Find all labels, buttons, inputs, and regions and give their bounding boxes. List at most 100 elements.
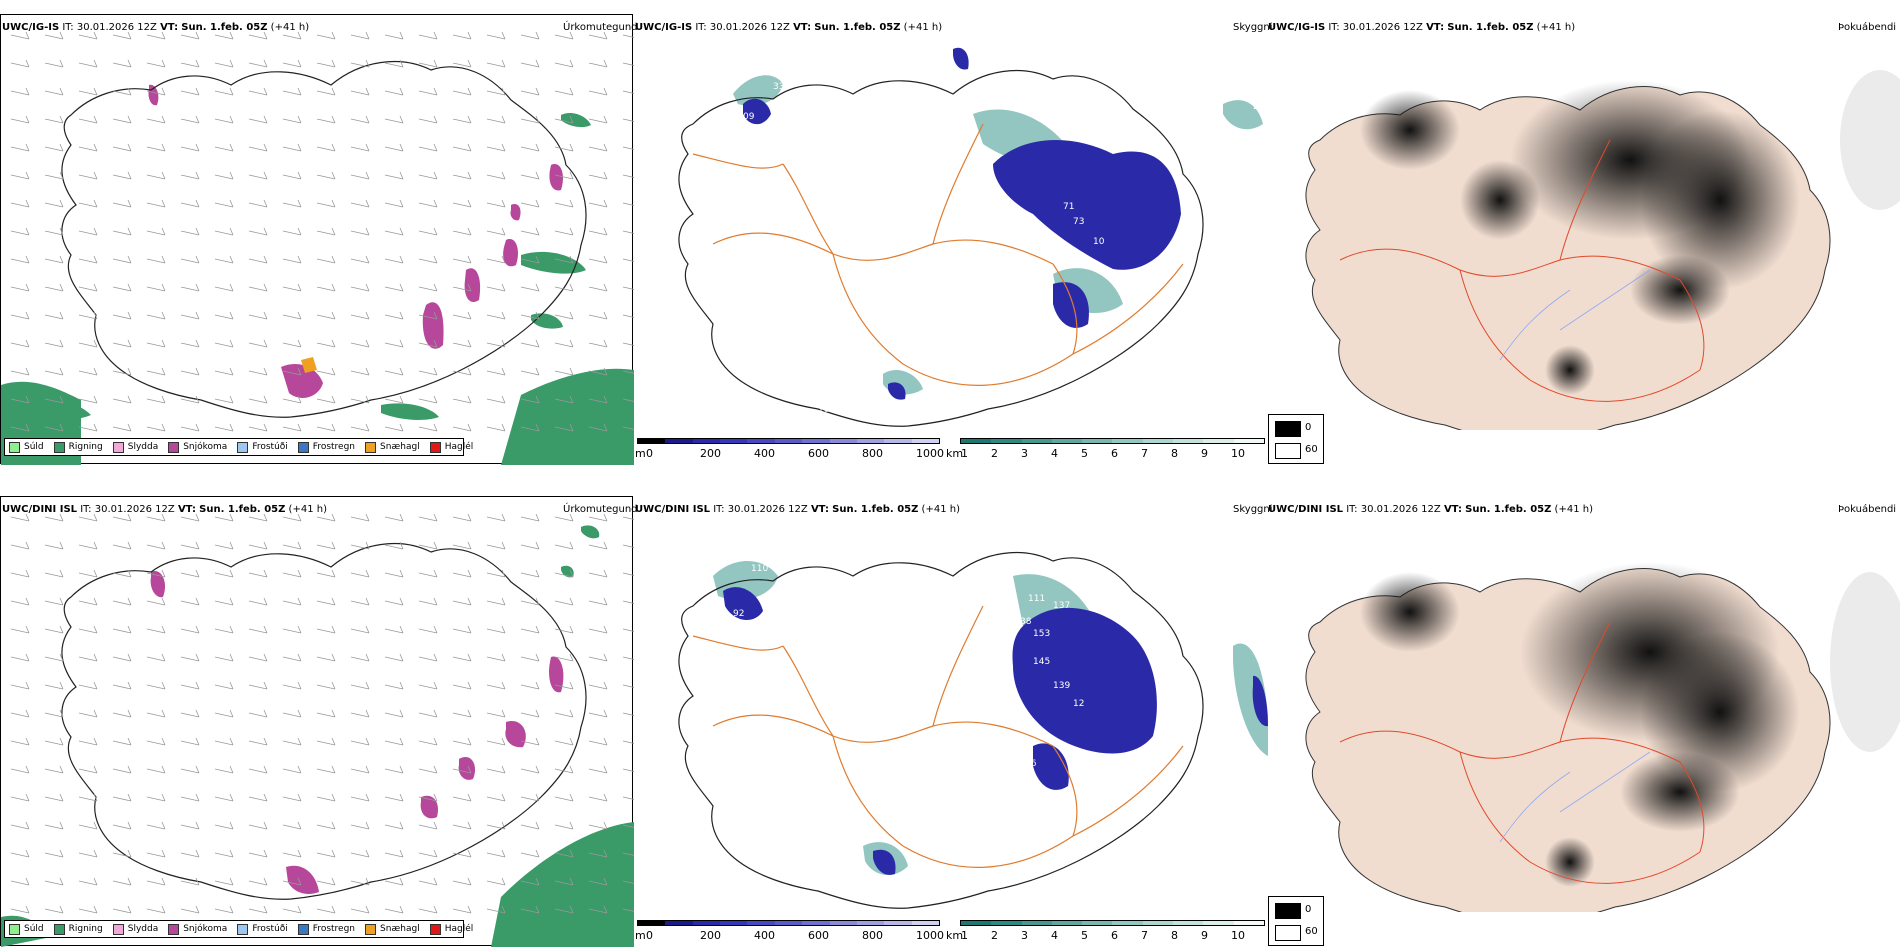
wind-barb <box>146 311 166 320</box>
wind-barb <box>350 681 370 690</box>
legend-swatch <box>429 923 441 935</box>
wind-barb <box>248 877 268 886</box>
wind-barb <box>418 31 438 40</box>
wind-barb <box>112 737 132 746</box>
wind-barb <box>146 737 166 746</box>
legend-label: Rigning <box>68 924 103 934</box>
wind-barb <box>214 681 234 690</box>
wind-barb <box>520 283 540 292</box>
wind-barb <box>282 283 302 292</box>
legend-item-snjókoma: Snjókoma <box>168 923 227 935</box>
wind-barb <box>78 625 98 634</box>
wind-barb <box>384 653 404 662</box>
legend-label: Frostregn <box>312 924 356 934</box>
blue-areas <box>743 47 1181 400</box>
cloud-header: UWC/IG-IS IT: 30.01.2026 12Z VT: Sun. 1.… <box>635 22 943 33</box>
cloud-value-label: 250 <box>1253 102 1268 112</box>
wind-barb <box>180 255 200 264</box>
legend-swatch <box>112 923 124 935</box>
legend-swatch <box>112 441 124 453</box>
wind-barb <box>350 849 370 858</box>
wind-barb <box>180 171 200 180</box>
wind-barb <box>146 283 166 292</box>
wind-barb <box>78 737 98 746</box>
legend-label: Rigning <box>68 442 103 452</box>
wind-barb <box>554 877 574 886</box>
wind-barb <box>180 199 200 208</box>
wind-barb <box>622 258 634 262</box>
legend-label: Súld <box>24 442 44 452</box>
wind-barb <box>112 765 132 774</box>
wind-barb <box>452 199 472 208</box>
wind-barb <box>622 398 634 402</box>
colorbar-tick: 1000 <box>916 929 944 942</box>
wind-barb <box>282 339 302 348</box>
wind-barb <box>622 908 634 912</box>
wind-barb <box>520 87 540 96</box>
wind-barb <box>44 709 64 718</box>
cloud-value-label: 102 <box>803 617 820 627</box>
wind-barb <box>452 143 472 152</box>
rain-areas <box>1 525 634 947</box>
wind-barb <box>554 339 574 348</box>
wind-barb <box>44 681 64 690</box>
wind-barb <box>486 311 506 320</box>
wind-barb <box>78 115 98 124</box>
colorbar-tick: 5 <box>1081 929 1088 942</box>
colorbar-segment <box>638 439 666 443</box>
wind-barb <box>112 59 132 68</box>
wind-barb <box>588 597 608 606</box>
wind-barb <box>248 115 268 124</box>
wind-barb <box>350 311 370 320</box>
wind-barb <box>520 59 540 68</box>
wind-barb <box>10 227 30 236</box>
wind-barb <box>622 544 634 548</box>
wind-barb <box>486 143 506 152</box>
cloud-value-label: 110 <box>751 564 768 574</box>
wind-barb <box>316 255 336 264</box>
cloud-value-label: 73 <box>1073 217 1084 227</box>
wind-barb <box>588 31 608 40</box>
wind-barb <box>248 625 268 634</box>
cloud-value-label: 10 <box>818 405 830 415</box>
colorbar-tick: 4 <box>1051 929 1058 942</box>
wind-barb <box>78 423 98 432</box>
legend-item-haglél: Haglél <box>429 923 473 935</box>
wind-barb <box>44 541 64 550</box>
wind-barb <box>112 849 132 858</box>
wind-barb <box>248 541 268 550</box>
wind-barb <box>418 849 438 858</box>
wind-barb <box>146 541 166 550</box>
cloud-value-label: 75 <box>793 867 804 877</box>
wind-barb <box>10 171 30 180</box>
wind-barb <box>44 653 64 662</box>
wind-barb <box>180 513 200 522</box>
wind-barb <box>588 339 608 348</box>
wind-barb <box>486 513 506 522</box>
colorbar-tick: 8 <box>1171 929 1178 942</box>
cloud-value-label: 132 <box>913 352 930 362</box>
wind-barb <box>112 171 132 180</box>
wind-barb <box>486 283 506 292</box>
cloud-panel: 11 23 33 09 12 103 105 99 62 77 76 82 132 96 10 71 73 10 2… <box>633 14 1268 434</box>
legend-swatch <box>237 923 249 935</box>
wind-barb <box>248 143 268 152</box>
wind-barb <box>520 737 540 746</box>
wind-barb <box>316 171 336 180</box>
wind-barb <box>316 569 336 578</box>
wind-barb <box>78 793 98 802</box>
wind-barb <box>418 765 438 774</box>
wind-barb <box>180 653 200 662</box>
wind-barb <box>112 143 132 152</box>
wind-barb <box>452 227 472 236</box>
wind-barb <box>350 423 370 432</box>
legend-label: Snæhagl <box>380 924 420 934</box>
wind-barb <box>112 877 132 886</box>
wind-barb <box>248 59 268 68</box>
wind-barb <box>282 877 302 886</box>
wind-barb <box>248 395 268 404</box>
wind-barb <box>248 681 268 690</box>
wind-barb <box>248 597 268 606</box>
wind-barb <box>452 793 472 802</box>
wind-barb <box>10 311 30 320</box>
